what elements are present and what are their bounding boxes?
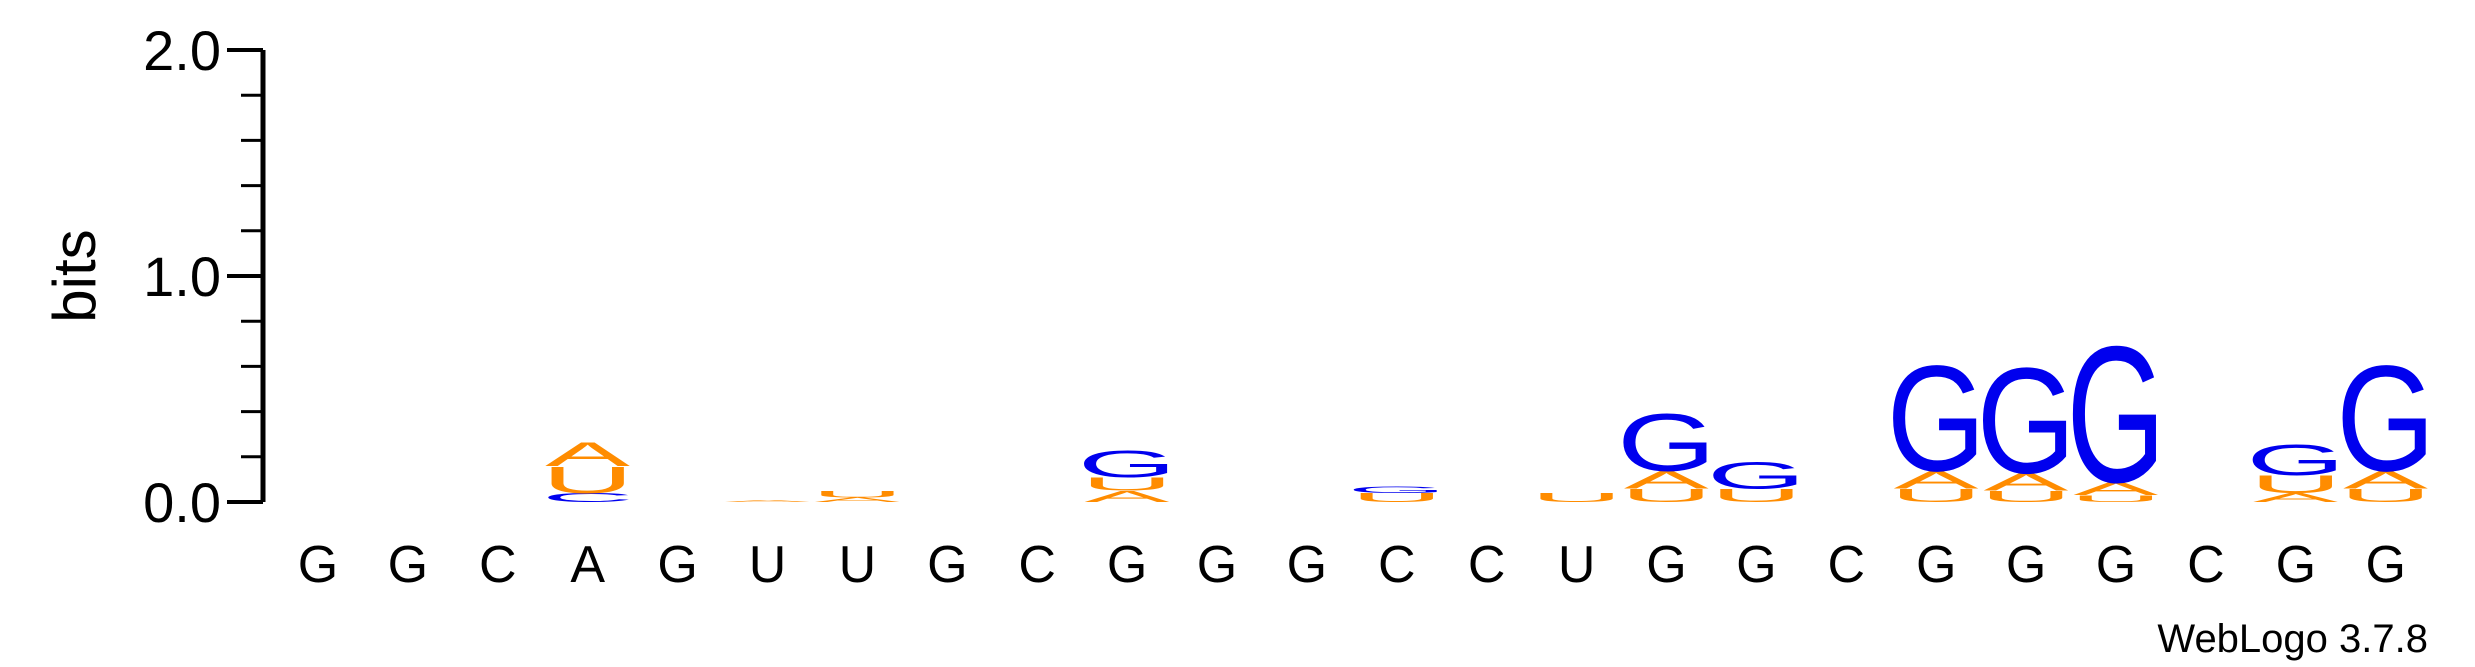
logo-letter-u: U (1081, 474, 1173, 495)
position-label: G (2096, 536, 2136, 594)
logo-letter-a: A (1084, 488, 1170, 505)
position-label: G (2365, 536, 2405, 594)
position-label: A (570, 536, 605, 594)
y-axis-ticks: 0.0 1.0 2.0 (143, 19, 263, 534)
logo-letter-u: U (1351, 491, 1443, 505)
logo-letter-g: G (2336, 334, 2435, 503)
logo-letter-u: U (2070, 494, 2162, 505)
logo-letter-u: U (1890, 485, 1982, 506)
logo-letter-u: U (2340, 485, 2432, 506)
position-label: U (749, 536, 787, 594)
position-label: U (1558, 536, 1596, 594)
position-label: G (1287, 536, 1327, 594)
position-label: C (1018, 536, 1056, 594)
logo-letter-g: G (1347, 485, 1446, 496)
logo-letter-a: A (725, 499, 810, 502)
position-label: C (2187, 536, 2225, 594)
y-tick-label: 1.0 (143, 245, 221, 308)
logo-letter-g: G (2066, 305, 2165, 523)
logo-letter-u: U (811, 489, 903, 500)
logo-letter-g: G (1887, 334, 1986, 503)
position-label: G (2276, 536, 2316, 594)
position-label: C (479, 536, 517, 594)
logo-letter-g: G (2246, 436, 2345, 485)
logo-letter-u: U (542, 459, 634, 501)
position-label: G (1646, 536, 1686, 594)
logo-letter-u: U (1980, 488, 2072, 505)
logo-letter-g: G (1617, 396, 1716, 488)
position-label: G (1736, 536, 1776, 594)
y-tick-label: 2.0 (143, 19, 221, 82)
position-label: C (1828, 536, 1866, 594)
position-label: U (839, 536, 877, 594)
logo-letter-a: A (2073, 478, 2158, 499)
logo-letter-g: G (1977, 336, 2076, 505)
position-label: C (1378, 536, 1416, 594)
y-tick-label: 0.0 (143, 471, 221, 534)
position-label: G (927, 536, 967, 594)
logo-letter-a: A (2253, 491, 2339, 505)
position-label: G (657, 536, 697, 594)
logo-letter-a: A (1983, 468, 2068, 496)
logo-letter-g: G (1707, 454, 1806, 496)
logo-letter-u: U (1710, 485, 1802, 506)
logo-letter-a: A (545, 435, 630, 474)
logo-letter-u: U (1531, 491, 1623, 505)
position-label: G (298, 536, 338, 594)
position-label: G (1916, 536, 1956, 594)
position-label: G (1197, 536, 1237, 594)
logo-letter-c: C (542, 491, 634, 505)
logo-letter-a: A (815, 496, 900, 503)
logo-letter-g: G (1078, 443, 1177, 485)
y-axis-label: bits (41, 229, 108, 322)
weblogo-credit: WebLogo 3.7.8 (2157, 617, 2428, 661)
logo-letter-a: A (2343, 466, 2428, 494)
position-label: G (2006, 536, 2046, 594)
logo-letter-a: A (1894, 466, 1979, 494)
logo-letter-u: U (2250, 471, 2342, 499)
position-label: G (388, 536, 428, 594)
position-label: G (1107, 536, 1147, 594)
logo-letter-a: A (1624, 466, 1709, 494)
logo-letter-u: U (1621, 485, 1713, 506)
position-label: C (1468, 536, 1506, 594)
